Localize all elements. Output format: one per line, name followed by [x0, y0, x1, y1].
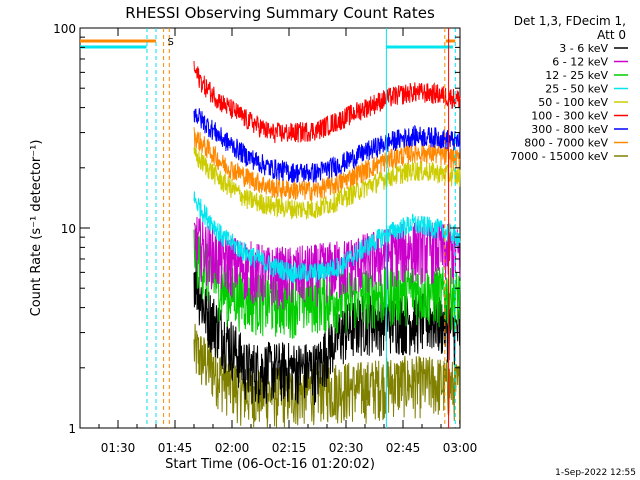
legend-label: 300 - 800 keV [531, 123, 608, 136]
x-tick-label: 02:45 [386, 441, 421, 455]
legend-label: 100 - 300 keV [531, 110, 608, 123]
x-tick-label: 01:45 [158, 441, 193, 455]
legend-label: 3 - 6 keV [559, 42, 608, 55]
series-line-100-300kev [193, 60, 461, 144]
x-tick-label: 03:00 [443, 441, 478, 455]
y-tick-label: 100 [53, 22, 76, 36]
y-axis-label: Count Rate (s⁻¹ detector⁻¹) [29, 140, 44, 317]
legend-label: 12 - 25 keV [545, 69, 608, 82]
footer-date: 1-Sep-2022 12:55 [555, 468, 636, 478]
series-line-50-100kev [193, 146, 461, 220]
series-line-6-12kev [193, 216, 461, 310]
saa-flag-marker: S [168, 37, 174, 48]
x-axis-ticks: 01:30 01:45 02:00 02:15 02:30 02:45 03:00 [98, 28, 478, 455]
series-line-300-800kev [193, 108, 461, 184]
series-layer [193, 60, 461, 429]
x-tick-label: 02:00 [215, 441, 250, 455]
chart-title: RHESSI Observing Summary Count Rates [125, 4, 435, 22]
legend-label: 6 - 12 keV [552, 56, 608, 69]
y-axis-ticks: 100 10 1 [53, 22, 460, 436]
legend-header-line-1: Det 1,3, FDecim 1, [514, 14, 626, 28]
x-tick-label: 02:15 [272, 441, 307, 455]
legend-label: 50 - 100 keV [538, 96, 608, 109]
x-tick-label: 01:30 [101, 441, 136, 455]
series-line-25-50kev [193, 191, 461, 284]
y-tick-label: 10 [61, 222, 76, 236]
legend-label: 7000 - 15000 keV [510, 150, 608, 163]
x-axis-label: Start Time (06-Oct-16 01:20:02) [165, 457, 375, 472]
legend-header-line-2: Att 0 [597, 28, 626, 42]
y-tick-label: 1 [68, 422, 76, 436]
legend-label: 25 - 50 keV [545, 83, 608, 96]
x-tick-label: 02:30 [329, 441, 364, 455]
legend-label: 800 - 7000 keV [524, 137, 608, 150]
marker-layer: S [80, 28, 456, 428]
